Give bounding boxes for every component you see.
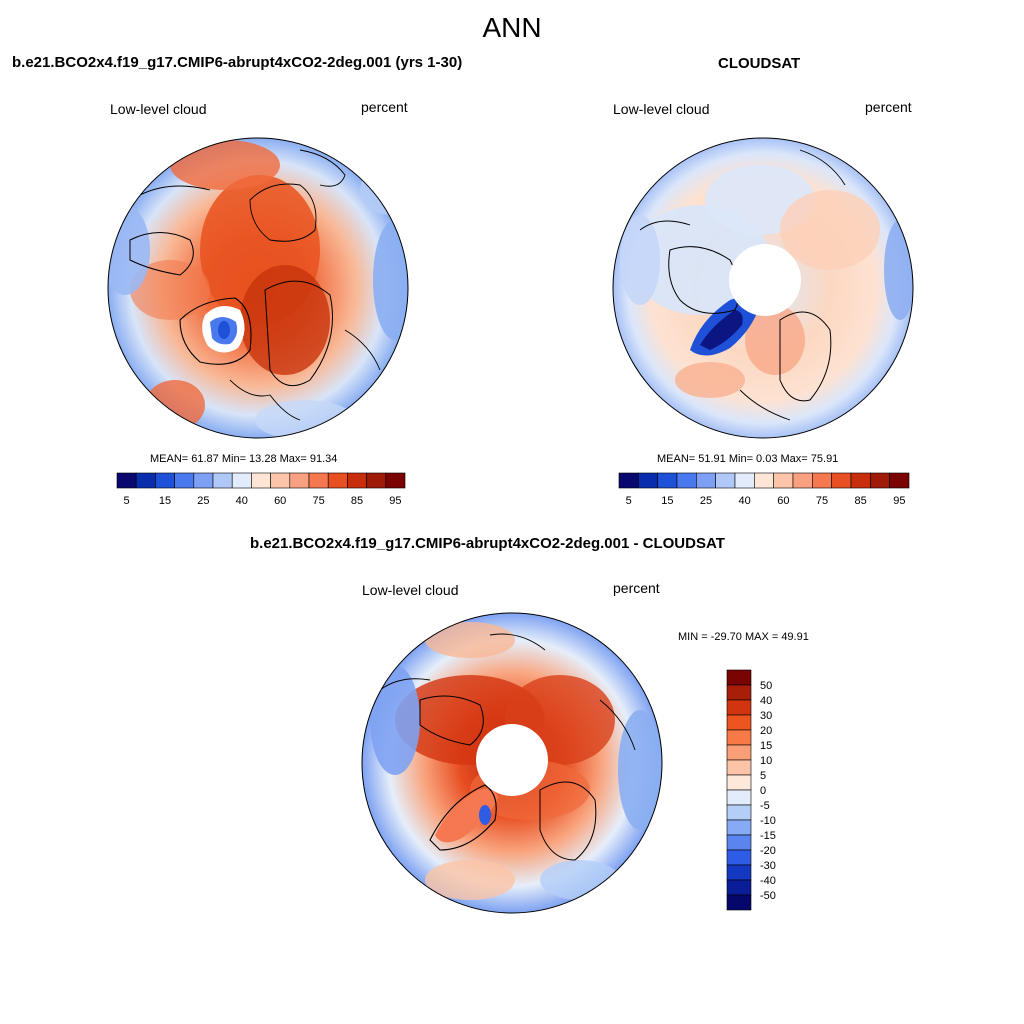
- colorbar1-tick-label: 85: [351, 495, 363, 507]
- colorbar1-tick-label: 60: [274, 495, 286, 507]
- colorbar2-swatch: [773, 472, 794, 489]
- colorbar2-swatch: [715, 472, 736, 489]
- colorbar1-swatch: [327, 472, 348, 489]
- colorbar-diff-swatch: [726, 684, 752, 701]
- colorbar1-swatch: [270, 472, 291, 489]
- colorbar-diff-tick-label: 10: [760, 755, 772, 767]
- panel1-left-string: Low-level cloud: [110, 101, 207, 117]
- colorbar1-swatch: [251, 472, 271, 489]
- colorbar-diff-tick-label: 30: [760, 710, 772, 722]
- colorbar2-swatch: [831, 472, 852, 489]
- colorbar-diff-swatch: [726, 714, 752, 731]
- colorbar-diff-tick-label: 50: [760, 680, 772, 692]
- colorbar-diff-swatch: [726, 759, 752, 776]
- panel2-left-string: Low-level cloud: [613, 101, 710, 117]
- colorbar-diff-tick-label: 5: [760, 770, 766, 782]
- colorbar2-swatch: [696, 472, 716, 489]
- colorbar2-swatch: [792, 472, 813, 489]
- colorbar1-swatch: [366, 472, 387, 489]
- colorbar-diff-tick-label: -30: [760, 860, 776, 872]
- colorbar1-swatch: [155, 472, 175, 489]
- colorbar2-tick-label: 95: [893, 495, 905, 507]
- panel1-map: [107, 137, 409, 439]
- panel2-title: CLOUDSAT: [718, 55, 801, 72]
- colorbar-panel2: 5 15 25 40 60 75 85 95: [618, 472, 910, 507]
- panel1-title: b.e21.BCO2x4.f19_g17.CMIP6-abrupt4xCO2-2…: [12, 54, 463, 71]
- colorbar2-swatch: [812, 472, 832, 489]
- colorbar2-swatch: [754, 472, 774, 489]
- colorbar-diff-swatch: [726, 744, 752, 761]
- colorbar-diff-swatch: [726, 864, 752, 881]
- colorbar2-swatch: [676, 472, 697, 489]
- colorbar-diff-tick-label: -40: [760, 875, 776, 887]
- colorbar1-swatch: [231, 472, 252, 489]
- colorbar-diff-tick-label: -10: [760, 815, 776, 827]
- panel3-title: b.e21.BCO2x4.f19_g17.CMIP6-abrupt4xCO2-2…: [250, 535, 725, 552]
- panel3-stats: MIN = -29.70 MAX = 49.91: [678, 631, 809, 643]
- colorbar-diff-swatch: [726, 819, 752, 836]
- colorbar-diff-tick-label: 15: [760, 740, 772, 752]
- colorbar2-swatch: [657, 472, 678, 489]
- panel1-stats: MEAN= 61.87 Min= 13.28 Max= 91.34: [150, 453, 338, 465]
- colorbar2-tick-label: 85: [855, 495, 867, 507]
- colorbar2-swatch: [734, 472, 755, 489]
- colorbar-diff-tick-label: -5: [760, 800, 770, 812]
- colorbar2-swatch: [850, 472, 871, 489]
- colorbar-diff-tick-label: -20: [760, 845, 776, 857]
- colorbar-diff-swatch: [726, 729, 752, 746]
- colorbar2-swatch: [638, 472, 658, 489]
- colorbar-diff-tick-label: 20: [760, 725, 772, 737]
- colorbar-diff-swatch: [726, 669, 752, 686]
- colorbar1-tick-label: 5: [124, 495, 130, 507]
- colorbar2-swatch: [870, 472, 890, 489]
- colorbar1-tick-label: 15: [159, 495, 171, 507]
- colorbar-diff-swatch: [726, 699, 752, 716]
- colorbar1-swatch: [135, 472, 156, 489]
- colorbar-diff-swatch: [726, 789, 752, 806]
- colorbar-diff-swatch: [726, 774, 752, 791]
- panel3-map: [361, 612, 663, 914]
- colorbar1-swatch: [174, 472, 195, 489]
- colorbar-diff-swatch: [726, 894, 752, 911]
- colorbar-diff-tick-label: 0: [760, 785, 766, 797]
- figure-title: ANN: [482, 12, 542, 43]
- colorbar1-tick-label: 95: [389, 495, 401, 507]
- colorbar-diff-tick-label: -50: [760, 890, 776, 902]
- panel2-map: [612, 137, 914, 439]
- panel1-right-string: percent: [361, 99, 408, 115]
- colorbar2-tick-label: 75: [816, 495, 828, 507]
- colorbar2-tick-label: 40: [739, 495, 751, 507]
- colorbar1-swatch: [193, 472, 214, 489]
- panel3-right-string: percent: [613, 580, 660, 596]
- colorbar1-tick-label: 40: [236, 495, 248, 507]
- panel2-stats: MEAN= 51.91 Min= 0.03 Max= 75.91: [657, 453, 839, 465]
- colorbar2-tick-label: 15: [661, 495, 673, 507]
- colorbar-panel1: 5 15 25 40 60 75 85 95: [116, 472, 406, 507]
- colorbar-diff-swatch: [726, 834, 752, 851]
- colorbar2-swatch: [889, 472, 910, 489]
- colorbar2-tick-label: 5: [626, 495, 632, 507]
- colorbar1-tick-label: 25: [197, 495, 209, 507]
- colorbar1-swatch: [116, 472, 137, 489]
- colorbar1-swatch: [385, 472, 406, 489]
- colorbar1-swatch: [289, 472, 310, 489]
- panel3-left-string: Low-level cloud: [362, 582, 459, 598]
- colorbar-diff-swatch: [726, 804, 752, 821]
- colorbar2-tick-label: 60: [777, 495, 789, 507]
- colorbar-diff-tick-label: -15: [760, 830, 776, 842]
- colorbar2-tick-label: 25: [700, 495, 712, 507]
- colorbar1-swatch: [212, 472, 233, 489]
- colorbar-diff-swatch: [726, 879, 752, 896]
- panel2-right-string: percent: [865, 99, 912, 115]
- colorbar-diff-tick-label: 40: [760, 695, 772, 707]
- colorbar-diff-swatch: [726, 849, 752, 866]
- colorbar1-swatch: [347, 472, 367, 489]
- colorbar2-swatch: [618, 472, 639, 489]
- colorbar1-swatch: [308, 472, 329, 489]
- colorbar1-tick-label: 75: [312, 495, 324, 507]
